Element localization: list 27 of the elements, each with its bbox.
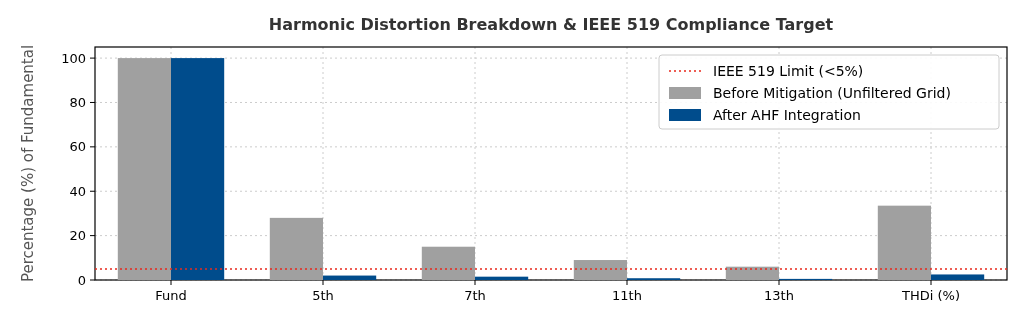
y-axis-title: Percentage (%) of Fundamental: [19, 44, 37, 283]
y-tick-label: 80: [69, 95, 86, 111]
x-tick-label: 11th: [612, 288, 642, 303]
y-tick-label: 0: [77, 272, 86, 288]
bar: [117, 58, 171, 280]
y-tick-label: 40: [69, 183, 86, 199]
bar: [421, 246, 475, 280]
y-tick-label: 100: [61, 50, 86, 66]
legend-label: Before Mitigation (Unfiltered Grid): [713, 84, 951, 101]
legend-label: IEEE 519 Limit (<5%): [713, 62, 864, 79]
bar: [475, 276, 529, 280]
x-tick-label: Fund: [155, 288, 187, 303]
bar: [573, 260, 627, 280]
bar: [877, 205, 931, 280]
x-tick-label: 5th: [312, 288, 334, 303]
x-tick-label: 13th: [764, 288, 794, 303]
chart-title: Harmonic Distortion Breakdown & IEEE 519 Compliance Target: [268, 15, 834, 34]
bar: [269, 217, 323, 280]
y-tick-label: 60: [69, 139, 86, 155]
legend-label: After AHF Integration: [713, 106, 861, 123]
bar: [931, 274, 985, 280]
x-tick-label: THDi (%): [901, 288, 960, 303]
x-tick-label: 7th: [464, 288, 486, 303]
bar: [725, 266, 779, 280]
bar: [171, 58, 225, 280]
bar: [323, 275, 377, 280]
y-tick-label: 20: [69, 228, 86, 244]
